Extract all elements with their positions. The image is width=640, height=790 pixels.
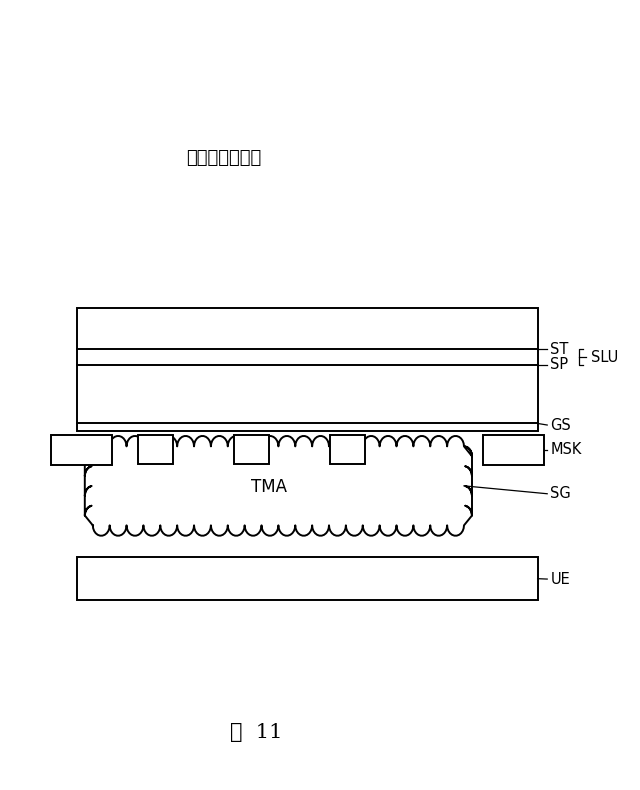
Text: ST: ST [550,342,569,356]
Text: TMA: TMA [251,479,287,496]
Text: 図  11: 図 11 [230,723,282,742]
Polygon shape [85,436,472,536]
Text: UE: UE [550,572,570,586]
Bar [483,435,544,465]
Bar [77,557,538,600]
Bar [77,308,538,431]
Text: SG: SG [550,487,571,501]
Text: GS: GS [550,418,571,432]
Bar [330,435,365,464]
Bar [51,435,112,465]
Text: SP: SP [550,358,568,372]
Bar [234,435,269,464]
Text: SLU: SLU [591,350,618,364]
Bar [138,435,173,464]
Text: MSK: MSK [550,442,582,457]
Text: プラズマ：オフ: プラズマ：オフ [186,149,262,167]
